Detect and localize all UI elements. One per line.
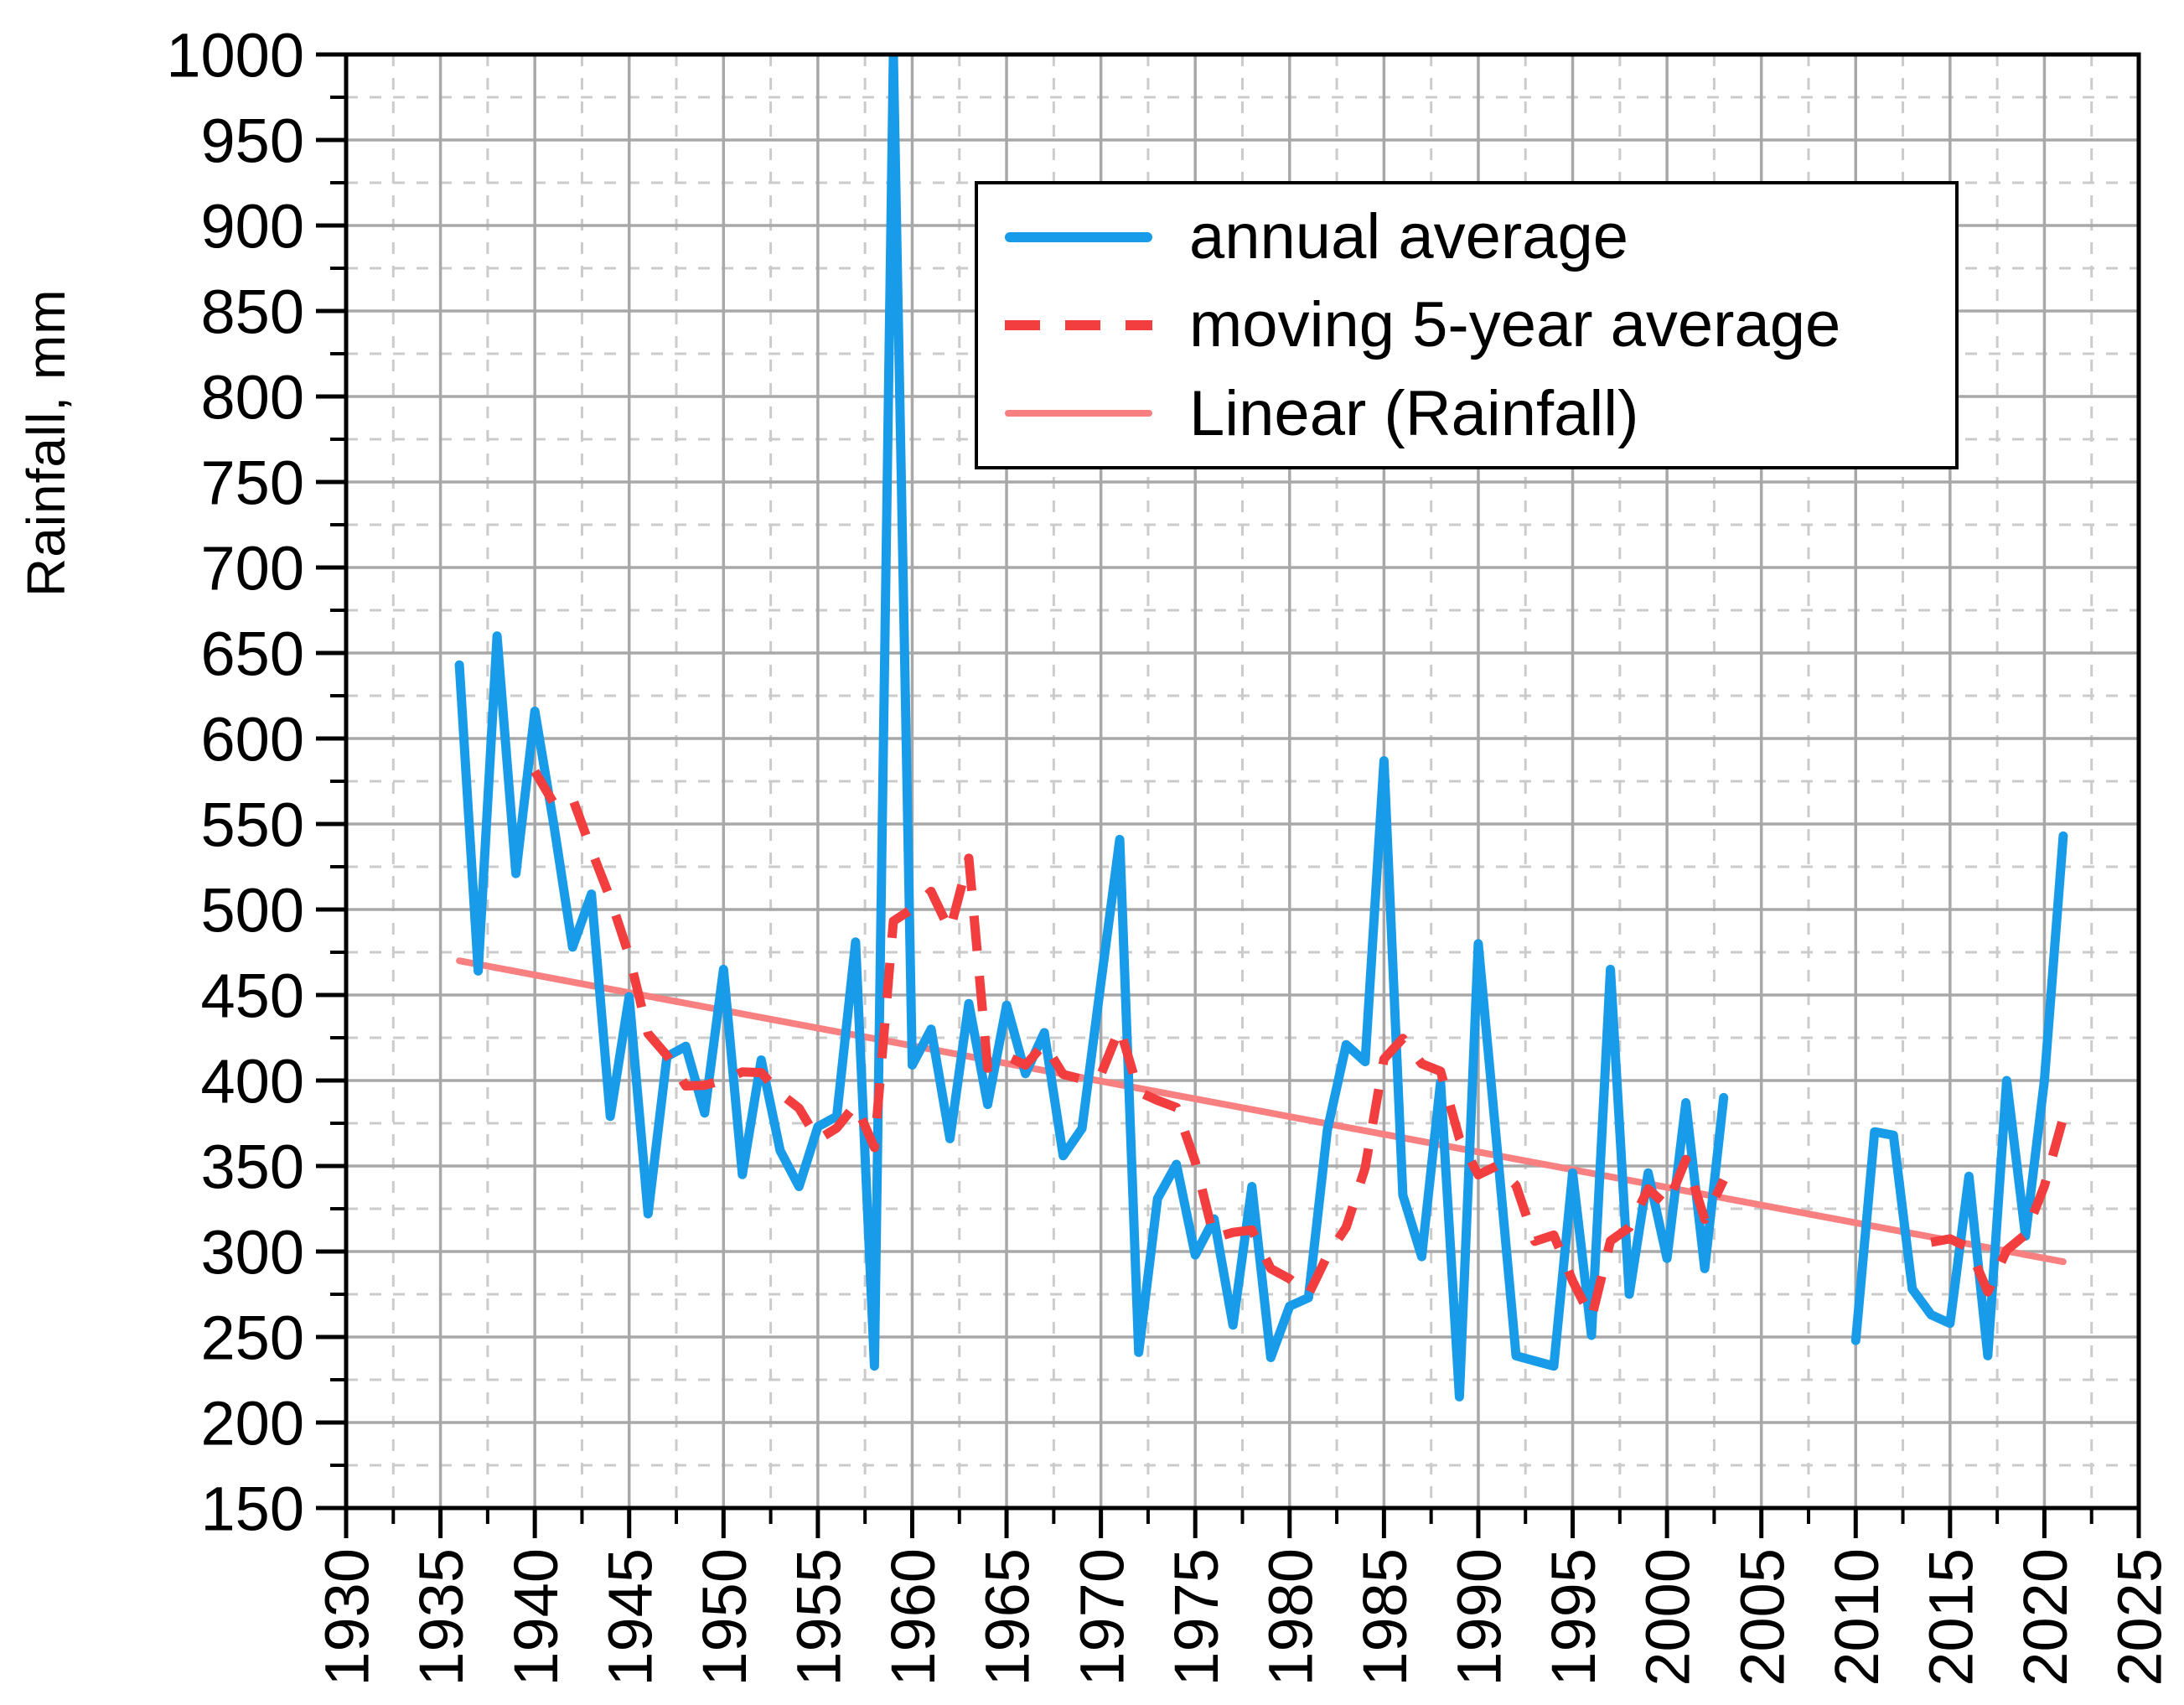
x-tick-label: 2025 bbox=[2105, 1548, 2175, 1687]
y-tick-label: 900 bbox=[201, 192, 304, 262]
y-tick-label: 850 bbox=[201, 277, 304, 347]
legend-item-annual-average: annual average bbox=[978, 200, 1955, 273]
y-tick-label: 1000 bbox=[166, 21, 304, 91]
legend-swatch-dashed-red-line-icon bbox=[1005, 319, 1152, 330]
y-axis-title: Rainfall, mm bbox=[16, 288, 76, 597]
data-series bbox=[454, 54, 2068, 1402]
y-tick-label: 350 bbox=[201, 1132, 304, 1202]
x-tick-label: 2005 bbox=[1727, 1548, 1797, 1687]
x-tick-label: 2010 bbox=[1822, 1548, 1892, 1687]
y-tick-label: 250 bbox=[201, 1303, 304, 1373]
y-tick-label: 750 bbox=[201, 448, 304, 518]
y-tick-label: 550 bbox=[201, 790, 304, 860]
y-tick-label: 300 bbox=[201, 1218, 304, 1288]
legend-item-moving-average: moving 5-year average bbox=[978, 288, 1955, 361]
y-tick-label: 600 bbox=[201, 705, 304, 775]
x-tick-label: 1945 bbox=[595, 1548, 665, 1687]
x-tick-label: 1980 bbox=[1255, 1548, 1325, 1687]
x-tick-label: 1955 bbox=[784, 1548, 854, 1687]
x-tick-label: 1995 bbox=[1539, 1548, 1608, 1687]
legend-swatch-solid-pink-line-icon bbox=[1005, 410, 1152, 417]
legend-label-linear-trend: Linear (Rainfall) bbox=[1189, 377, 1639, 449]
y-tick-label: 650 bbox=[201, 619, 304, 689]
legend-label-annual-average: annual average bbox=[1189, 201, 1628, 273]
y-tick-label: 800 bbox=[201, 363, 304, 433]
x-tick-label: 2015 bbox=[1916, 1548, 1985, 1687]
y-tick-label: 400 bbox=[201, 1047, 304, 1117]
legend: annual average moving 5-year average Lin… bbox=[975, 181, 1959, 469]
y-tick-label: 950 bbox=[201, 106, 304, 176]
y-tick-label: 500 bbox=[201, 876, 304, 946]
legend-label-moving-average: moving 5-year average bbox=[1189, 289, 1841, 361]
x-tick-label: 2000 bbox=[1633, 1548, 1703, 1687]
x-tick-label: 1930 bbox=[313, 1548, 382, 1687]
x-tick-label: 1960 bbox=[878, 1548, 948, 1687]
x-tick-label: 1950 bbox=[690, 1548, 759, 1687]
legend-swatch-solid-blue-line-icon bbox=[1005, 231, 1152, 242]
x-tick-label: 2020 bbox=[2011, 1548, 2080, 1687]
x-tick-label: 1990 bbox=[1445, 1548, 1514, 1687]
x-tick-label: 1970 bbox=[1067, 1548, 1136, 1687]
axis-ticks bbox=[316, 52, 2141, 1538]
x-tick-label: 1935 bbox=[406, 1548, 476, 1687]
x-tick-label: 1985 bbox=[1350, 1548, 1420, 1687]
x-tick-label: 1975 bbox=[1162, 1548, 1231, 1687]
legend-item-linear-trend: Linear (Rainfall) bbox=[978, 377, 1955, 450]
y-tick-label: 450 bbox=[201, 961, 304, 1031]
y-tick-label: 200 bbox=[201, 1389, 304, 1459]
axis-tick-labels: 150 200 250 300 350 400 450 500 550 600 650 700 750 8… bbox=[166, 21, 2174, 1687]
x-tick-label: 1965 bbox=[973, 1548, 1043, 1687]
y-tick-label: 700 bbox=[201, 534, 304, 604]
x-tick-label: 1940 bbox=[501, 1548, 571, 1687]
y-tick-label: 150 bbox=[201, 1474, 304, 1544]
